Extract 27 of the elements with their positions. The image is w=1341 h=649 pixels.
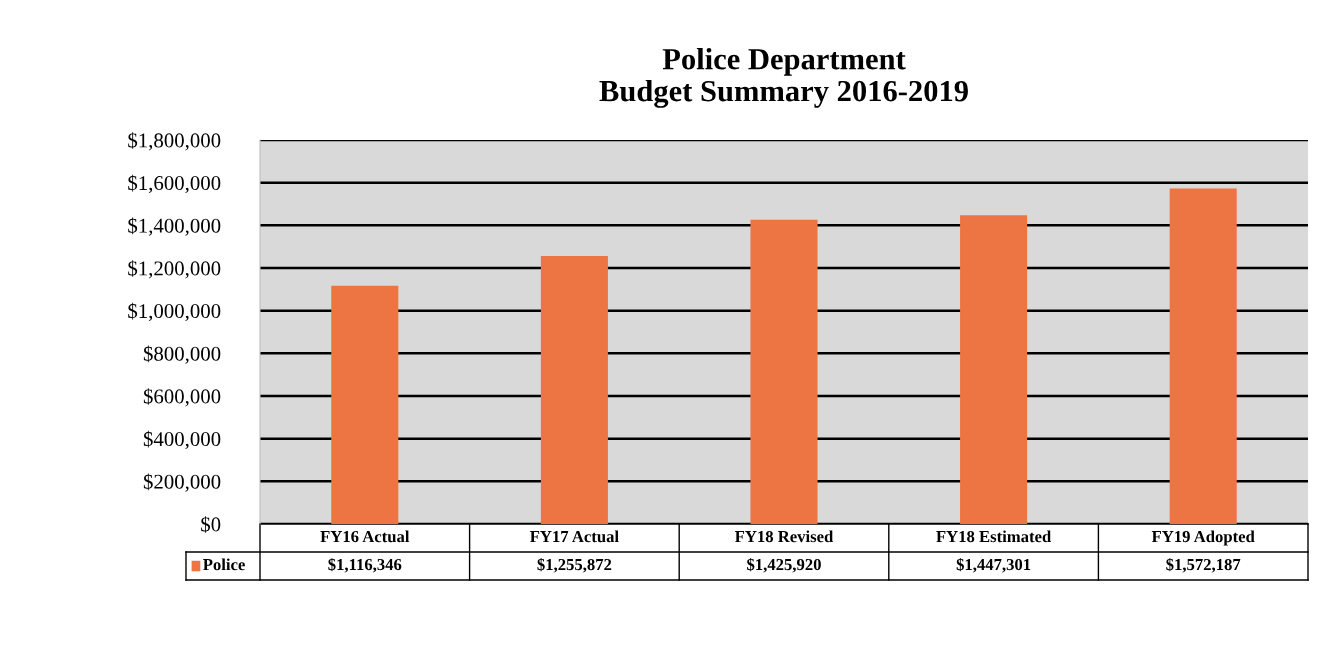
y-tick-label: $800,000 [143, 345, 221, 364]
y-tick-label: $1,800,000 [128, 132, 221, 151]
y-tick-label: $200,000 [143, 473, 221, 492]
data-label: $1,116,346 [328, 557, 402, 573]
y-tick-label: $400,000 [143, 430, 221, 450]
data-label: $1,447,301 [956, 557, 1031, 573]
bar [750, 219, 818, 524]
data-label: $1,255,872 [537, 557, 612, 573]
y-tick-label: $1,200,000 [128, 260, 221, 279]
x-tick-label: FY17 Actual [530, 530, 619, 543]
y-tick-label: $1,000,000 [128, 302, 221, 322]
legend-label: Police [203, 558, 245, 571]
data-label: $1,425,920 [747, 557, 821, 573]
y-tick-label: $1,600,000 [128, 174, 221, 194]
bar [540, 256, 608, 524]
x-tick-label: FY16 Actual [320, 530, 410, 543]
x-tick-label: FY18 Revised [734, 530, 834, 543]
bar [331, 285, 399, 524]
x-tick-label: FY19 Adopted [1151, 530, 1255, 546]
data-label: $1,572,187 [1166, 557, 1241, 573]
bar [960, 215, 1028, 524]
chart-title: Police Department Budget Summary 2016-2019 [599, 47, 968, 108]
bar [1169, 188, 1237, 524]
y-tick-label: $600,000 [143, 388, 221, 407]
y-tick-label: $1,400,000 [128, 217, 221, 236]
y-tick-label: $0 [201, 516, 221, 533]
x-tick-label: FY18 Estimated [936, 530, 1052, 543]
